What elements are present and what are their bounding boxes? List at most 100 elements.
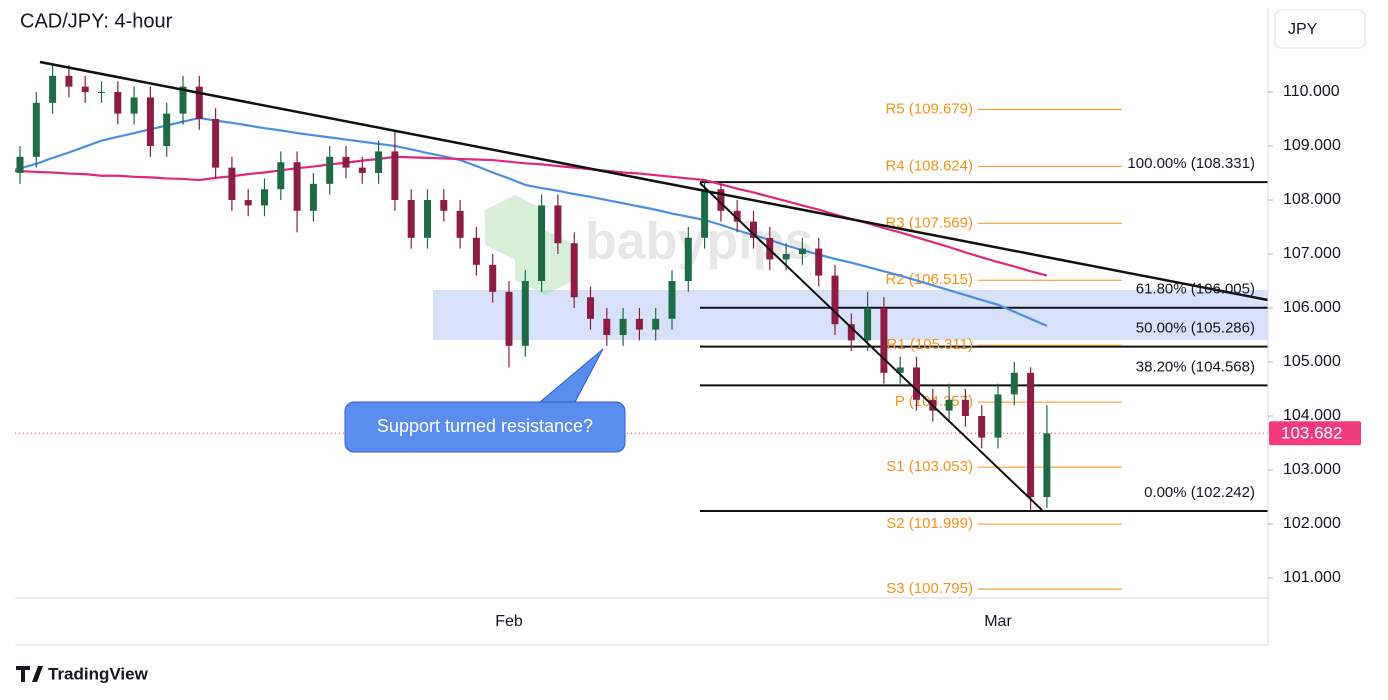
candle-body <box>717 189 725 211</box>
candle-body <box>407 200 415 238</box>
candle-body <box>49 75 57 103</box>
candle-body <box>489 264 497 292</box>
y-tick-label: 110.000 <box>1283 83 1340 100</box>
candle-body <box>98 92 105 94</box>
candle-body <box>684 237 692 282</box>
candle-body <box>293 162 301 211</box>
candle-body <box>358 167 366 174</box>
candle-body <box>1043 433 1051 498</box>
y-tick-label: 109.000 <box>1283 137 1341 154</box>
pivot-label: R4 (108.624) <box>885 157 973 174</box>
fib-label: 38.20% (104.568) <box>1136 358 1255 375</box>
candle-body <box>782 254 790 260</box>
candle-body <box>326 156 334 184</box>
candle-body <box>456 210 464 238</box>
candle-body <box>391 151 399 201</box>
candle-body <box>1027 372 1035 498</box>
moving-average <box>15 116 1048 327</box>
y-tick-label: 103.000 <box>1283 461 1341 478</box>
candle-body <box>32 102 40 157</box>
y-tick-label: 107.000 <box>1283 245 1341 262</box>
candle-body <box>587 297 594 319</box>
candle-body <box>440 200 448 211</box>
candle-body <box>16 156 24 174</box>
x-tick-label: Mar <box>984 613 1012 630</box>
last-price-tag <box>1269 421 1361 446</box>
pivot-label: S2 (101.999) <box>886 515 973 532</box>
fib-label: 61.80% (106.005) <box>1136 281 1255 298</box>
pivot-label: R5 (109.679) <box>885 100 973 117</box>
y-tick-label: 102.000 <box>1283 515 1341 532</box>
candle-body <box>652 318 660 330</box>
candle-body <box>81 86 89 93</box>
candle-body <box>195 86 203 120</box>
candle-body <box>114 92 122 114</box>
currency-label[interactable]: JPY <box>1288 21 1318 38</box>
chart-title: CAD/JPY: 4-hour <box>20 10 173 32</box>
brand-logo: TradingView <box>16 664 149 683</box>
pivot-label: R3 (107.569) <box>885 214 973 231</box>
plot-area: babypips 100.00% (108.331) 61.80% (106.00… <box>15 60 1268 597</box>
candle-body <box>668 281 676 319</box>
candle-body <box>472 237 480 265</box>
candle-body <box>521 281 529 346</box>
candle-body <box>798 248 806 255</box>
candle-body <box>603 318 611 336</box>
candle-body <box>554 205 562 244</box>
trendline <box>39 60 1268 302</box>
candle-body <box>701 189 709 238</box>
y-tick-label: 101.000 <box>1283 569 1341 586</box>
fib-label: 100.00% (108.331) <box>1127 155 1255 172</box>
candle-body <box>896 367 904 373</box>
candle-body <box>65 75 73 87</box>
brand: TradingView <box>48 664 149 683</box>
candle-body <box>570 243 578 298</box>
candle-body <box>815 248 823 276</box>
candle-body <box>179 86 187 114</box>
candle-body <box>733 210 741 222</box>
fib-label: 50.00% (105.286) <box>1136 320 1255 337</box>
candle-body <box>961 399 969 417</box>
candle-body <box>277 162 285 190</box>
x-tick-label: Feb <box>495 613 523 630</box>
callout <box>344 401 626 453</box>
pivot-label: R2 (106.515) <box>885 271 973 288</box>
y-tick-label: 106.000 <box>1283 299 1341 316</box>
pivot-label: S3 (100.795) <box>886 580 973 597</box>
candle-body <box>1010 372 1018 395</box>
candle-body <box>130 97 138 114</box>
candle-body <box>261 189 268 206</box>
candle-body <box>424 200 431 238</box>
candle-body <box>228 167 236 201</box>
candle-body <box>619 318 627 336</box>
candle-body <box>212 119 220 168</box>
watermark: babypips <box>585 213 813 271</box>
candle-body <box>880 308 888 373</box>
candle-body <box>635 318 643 330</box>
candle-body <box>309 183 317 211</box>
candle-body <box>375 151 383 174</box>
pivot-label: S1 (103.053) <box>886 458 973 475</box>
y-tick-label: 104.000 <box>1283 407 1341 424</box>
candle-body <box>847 324 855 341</box>
candle-body <box>831 275 839 325</box>
fib-label: 0.00% (102.242) <box>1144 484 1255 501</box>
candle-body <box>163 113 171 147</box>
candle-body <box>750 221 757 238</box>
candle-body <box>913 367 920 400</box>
currency-button[interactable] <box>1274 9 1366 49</box>
y-tick-label: 108.000 <box>1283 191 1341 208</box>
candle-body <box>978 416 986 438</box>
channel-line <box>699 182 1043 511</box>
candle-body <box>538 205 546 282</box>
candle-body <box>146 97 154 147</box>
last-price-label: 103.682 <box>1281 424 1342 443</box>
moving-average <box>15 155 1048 277</box>
candle-body <box>505 291 513 346</box>
candle-body <box>342 156 350 168</box>
candle-body <box>994 394 1002 438</box>
candle-body <box>864 308 872 341</box>
pivot-label: R1 (105.311) <box>887 336 973 353</box>
